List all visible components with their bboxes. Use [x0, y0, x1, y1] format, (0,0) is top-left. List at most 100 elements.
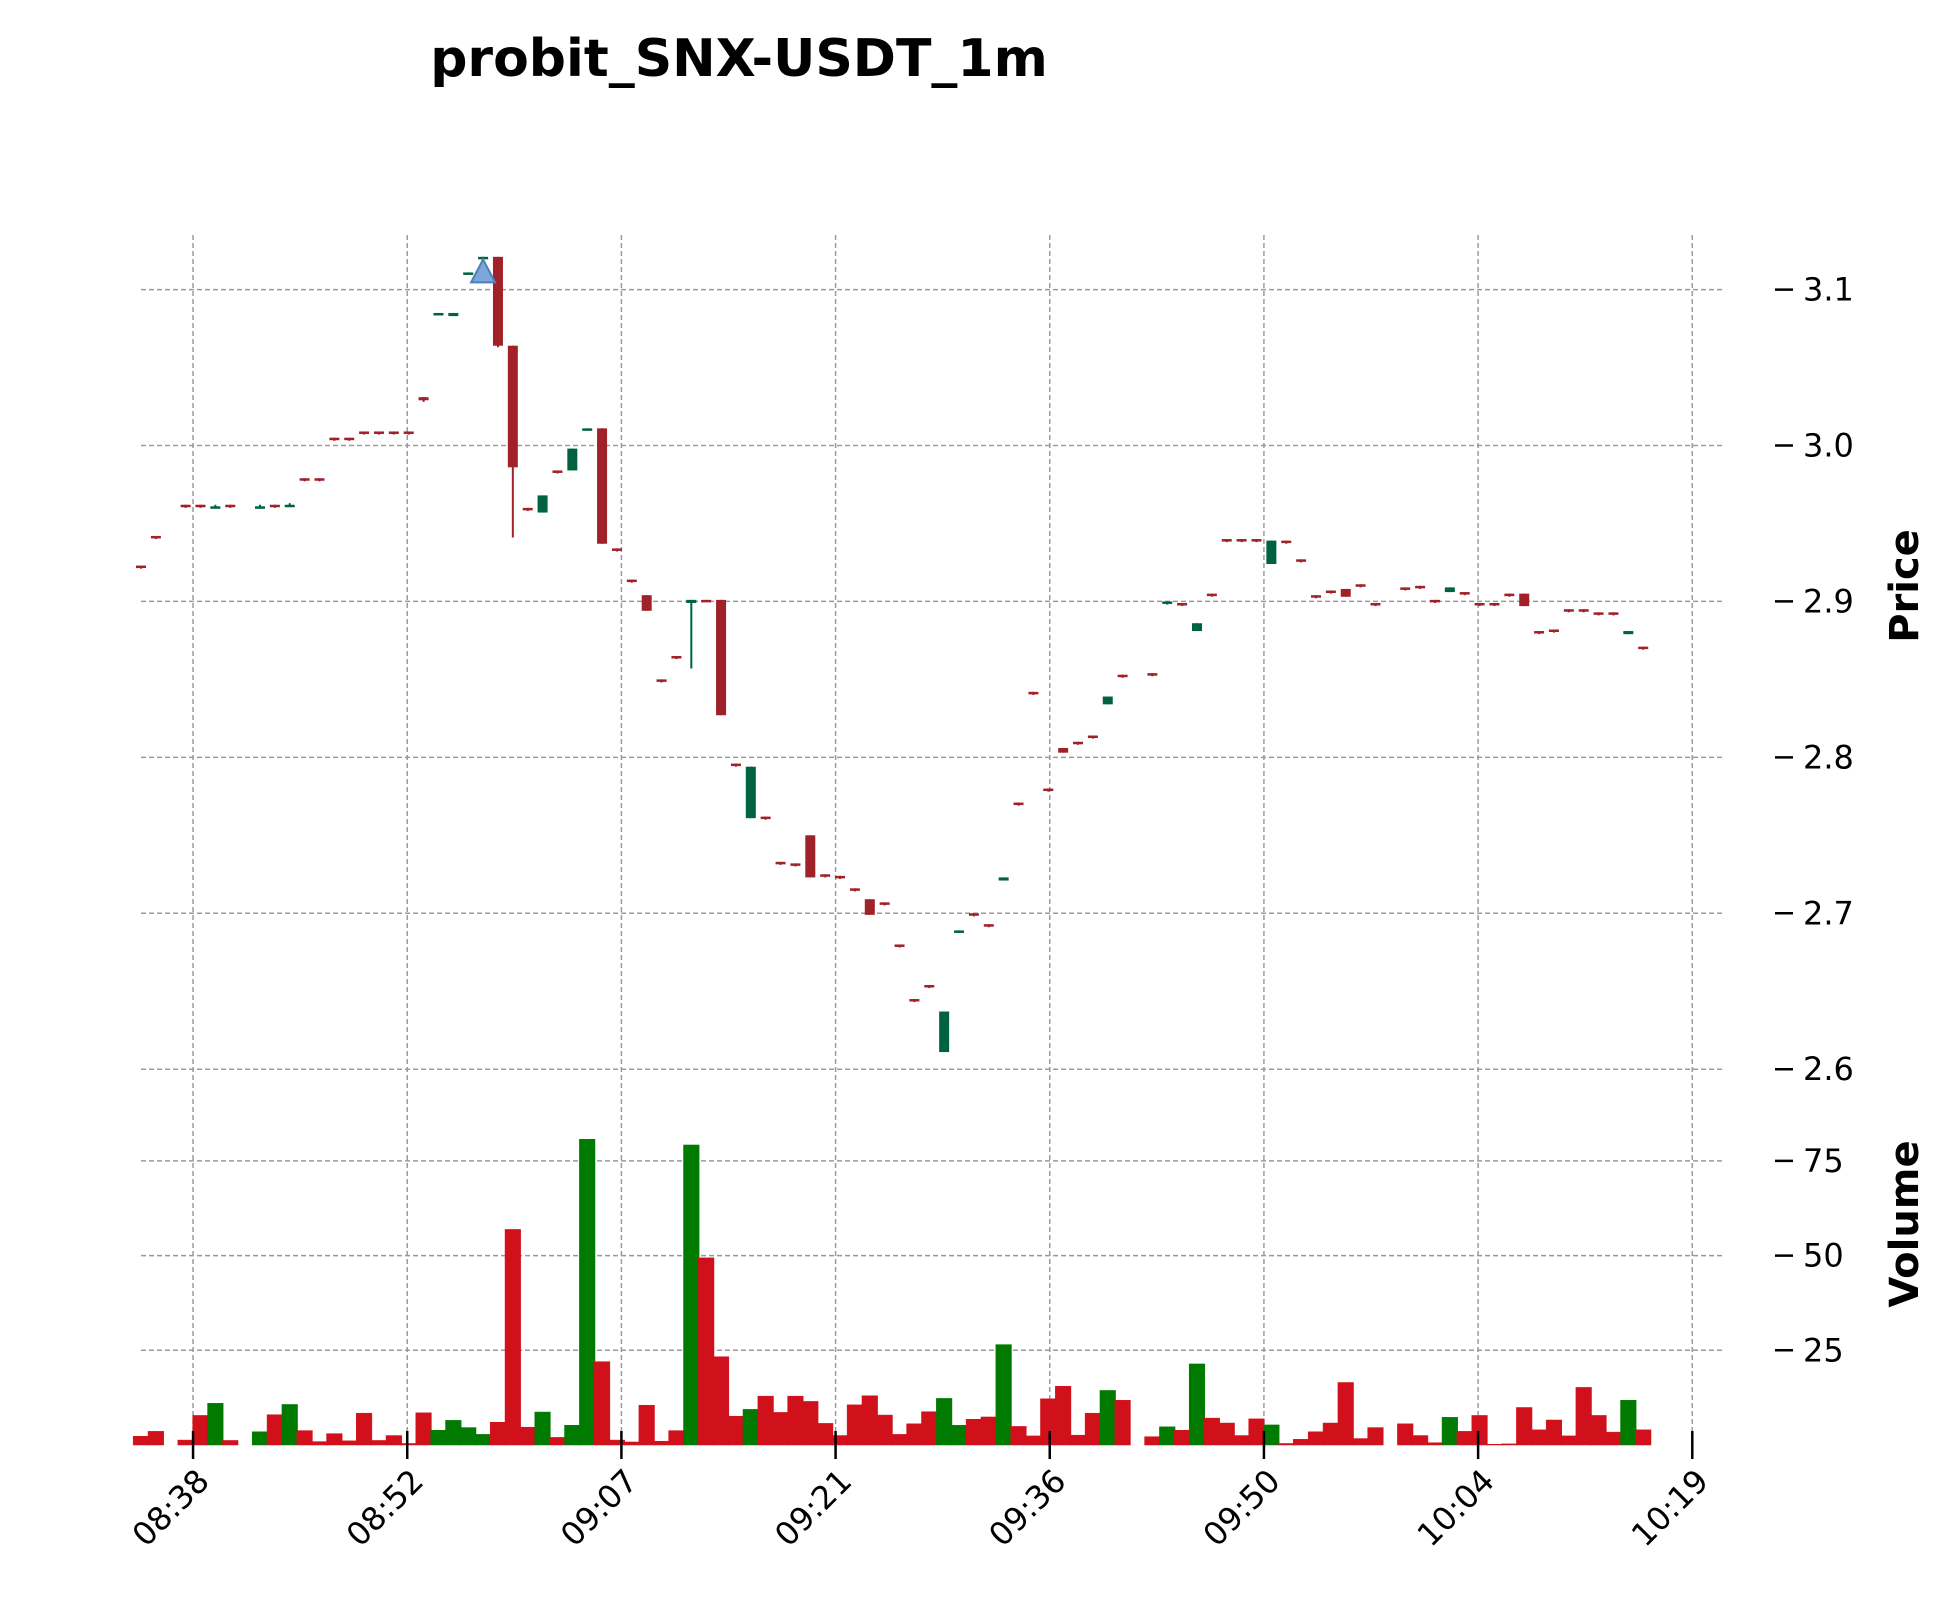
- volume-bar: [1337, 1382, 1354, 1446]
- volume-bar: [623, 1441, 640, 1446]
- candle-body: [1147, 673, 1158, 676]
- volume-bar: [1397, 1423, 1414, 1446]
- candle-body: [701, 599, 712, 603]
- x-tick-label: 09:07: [553, 1462, 645, 1554]
- candle: [1028, 691, 1039, 695]
- candle-body: [1578, 609, 1589, 612]
- price-tick-label: 2.6: [1803, 1050, 1854, 1088]
- candle-body: [968, 913, 979, 916]
- candle-body: [894, 944, 905, 947]
- volume-bar: [965, 1418, 982, 1446]
- candle: [1623, 631, 1634, 635]
- candle: [1370, 602, 1381, 607]
- candle-body: [1013, 802, 1024, 806]
- volume-tick-label: 75: [1803, 1142, 1844, 1180]
- candle: [1608, 612, 1619, 616]
- candle: [254, 504, 265, 509]
- candle: [567, 448, 578, 471]
- candle-body: [284, 504, 295, 508]
- volume-bar: [1218, 1422, 1235, 1446]
- candle: [269, 504, 280, 508]
- price-candles: [136, 256, 1649, 1053]
- candle: [1266, 540, 1277, 565]
- volume-bar: [950, 1425, 968, 1446]
- volume-bar: [1293, 1439, 1310, 1446]
- candle-body: [225, 504, 236, 508]
- volume-bar: [311, 1441, 328, 1446]
- candle: [388, 431, 399, 435]
- price-tick-label: 2.8: [1803, 738, 1854, 776]
- candle: [1548, 629, 1559, 633]
- volume-bar: [504, 1229, 521, 1446]
- candle-body: [716, 599, 727, 716]
- volume-bar: [460, 1427, 477, 1446]
- candle-body: [939, 1011, 950, 1053]
- volume-tick-label: 25: [1803, 1331, 1844, 1369]
- candle: [210, 504, 221, 509]
- candle: [1251, 539, 1262, 543]
- candle-body: [1355, 584, 1366, 587]
- candle-body: [1563, 609, 1574, 612]
- candle: [507, 345, 518, 538]
- candle: [1578, 609, 1589, 613]
- candle-body: [210, 506, 221, 509]
- candle: [656, 679, 667, 683]
- candle-body: [1608, 612, 1619, 615]
- candle-body: [1489, 602, 1500, 606]
- candle-body: [1251, 539, 1262, 542]
- candle-body: [849, 888, 860, 891]
- volume-bar: [370, 1440, 388, 1446]
- volume-bar: [846, 1404, 863, 1446]
- volume-bar: [1486, 1443, 1503, 1446]
- volume-bar: [281, 1404, 298, 1446]
- volume-bar: [1025, 1435, 1042, 1446]
- x-tick-label: 09:21: [767, 1462, 859, 1554]
- candle-body: [1459, 592, 1470, 595]
- candle: [998, 877, 1009, 881]
- volume-bar: [1456, 1431, 1473, 1446]
- candle: [716, 599, 727, 716]
- candle-body: [507, 345, 518, 468]
- candle: [136, 565, 146, 569]
- candle: [1504, 593, 1515, 597]
- volume-bar: [742, 1409, 759, 1446]
- volume-bar: [1144, 1436, 1161, 1446]
- candle-body: [805, 835, 816, 878]
- candle-body: [1310, 595, 1321, 598]
- candle-body: [1043, 788, 1054, 792]
- volume-bar: [1203, 1417, 1220, 1446]
- candle-body: [299, 478, 310, 481]
- volume-bar: [995, 1344, 1012, 1446]
- candle-body: [522, 507, 533, 511]
- volume-bar: [415, 1412, 432, 1446]
- candle: [730, 763, 741, 767]
- candle: [1192, 623, 1202, 632]
- candle-body: [314, 478, 325, 481]
- candle: [1087, 735, 1098, 739]
- volume-bars: [132, 1139, 1652, 1446]
- volume-bar: [251, 1431, 269, 1446]
- candle: [820, 874, 831, 878]
- candle: [1043, 788, 1054, 792]
- candle-body: [1534, 631, 1545, 634]
- candle-body: [1028, 691, 1039, 695]
- candle-body: [1474, 602, 1485, 606]
- volume-bar: [1263, 1424, 1280, 1446]
- volume-bar: [1069, 1434, 1087, 1446]
- candle-body: [1429, 599, 1440, 603]
- x-tick-label: 08:52: [339, 1462, 431, 1554]
- candle: [1296, 559, 1307, 563]
- volume-bar: [1501, 1443, 1518, 1446]
- volume-bar: [475, 1434, 492, 1446]
- candle-body: [448, 312, 459, 317]
- candle-body: [1340, 588, 1351, 597]
- volume-bar: [132, 1436, 150, 1446]
- candle: [1444, 587, 1455, 593]
- candle: [403, 431, 414, 435]
- candle: [805, 835, 816, 878]
- volume-bar: [296, 1430, 313, 1446]
- candle: [1459, 592, 1470, 596]
- candle: [939, 1011, 950, 1053]
- candle-body: [254, 506, 265, 509]
- volume-bar: [534, 1411, 551, 1446]
